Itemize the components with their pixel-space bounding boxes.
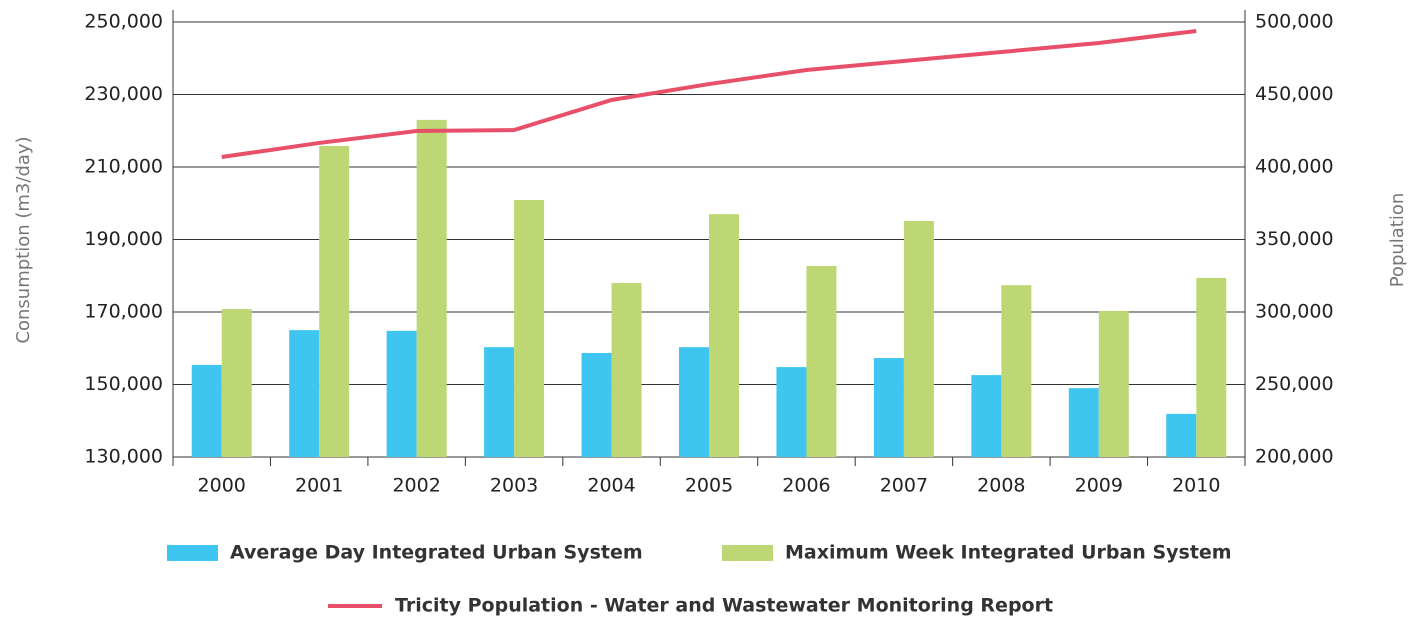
bar — [806, 265, 837, 457]
y2-tick-label: 450,000 — [1255, 83, 1334, 105]
line — [221, 29, 1197, 159]
legend-label: Average Day Integrated Urban System — [230, 542, 643, 564]
y2-tick-label: 500,000 — [1255, 11, 1334, 33]
x-tick-label: 2008 — [977, 475, 1025, 497]
bar — [581, 352, 612, 457]
y-tick-label: 230,000 — [84, 83, 163, 105]
x-tick-label: 2004 — [587, 475, 635, 497]
y-tick-label: 190,000 — [84, 228, 163, 250]
x-tick-label: 2003 — [490, 475, 538, 497]
bar — [221, 309, 252, 457]
bar — [1196, 277, 1227, 457]
bar — [416, 119, 447, 457]
bar — [484, 347, 515, 457]
x-tick-label: 2010 — [1172, 475, 1220, 497]
bar — [289, 330, 320, 457]
bar — [514, 199, 545, 458]
bar — [903, 221, 934, 457]
bar — [873, 358, 904, 457]
legend-label: Maximum Week Integrated Urban System — [785, 542, 1232, 564]
y-axis-title: Consumption (m3/day) — [13, 136, 34, 343]
bar — [1098, 310, 1129, 457]
bar — [191, 364, 222, 457]
bar — [679, 347, 709, 457]
x-tick-label: 2005 — [685, 475, 733, 497]
legend-swatch — [167, 545, 218, 561]
y-tick-label: 150,000 — [84, 373, 163, 395]
y2-tick-label: 400,000 — [1255, 156, 1334, 178]
bar — [1001, 285, 1032, 457]
x-tick-label: 2002 — [392, 475, 440, 497]
bar — [776, 367, 807, 457]
x-tick-label: 2009 — [1075, 475, 1123, 497]
legend-swatch — [722, 545, 773, 561]
y-tick-label: 250,000 — [84, 11, 163, 33]
y2-axis-title: Population — [1387, 193, 1408, 288]
bar — [319, 145, 350, 457]
x-tick-label: 2001 — [295, 475, 343, 497]
x-tick-label: 2007 — [880, 475, 928, 497]
y-tick-label: 210,000 — [84, 156, 163, 178]
y2-tick-label: 350,000 — [1255, 228, 1334, 250]
y-tick-label: 170,000 — [84, 301, 163, 323]
bar — [971, 375, 1002, 457]
bar — [709, 214, 739, 457]
y2-tick-label: 200,000 — [1255, 446, 1334, 468]
legend-label: Tricity Population - Water and Wastewate… — [395, 595, 1053, 617]
y2-tick-label: 250,000 — [1255, 373, 1334, 395]
y-tick-label: 130,000 — [84, 446, 163, 468]
y2-tick-label: 300,000 — [1255, 301, 1334, 323]
x-tick-label: 2006 — [782, 475, 830, 497]
bar — [611, 283, 642, 457]
bar — [386, 330, 417, 457]
bar — [1068, 388, 1099, 457]
bar — [1166, 413, 1197, 457]
x-tick-label: 2000 — [198, 475, 246, 497]
